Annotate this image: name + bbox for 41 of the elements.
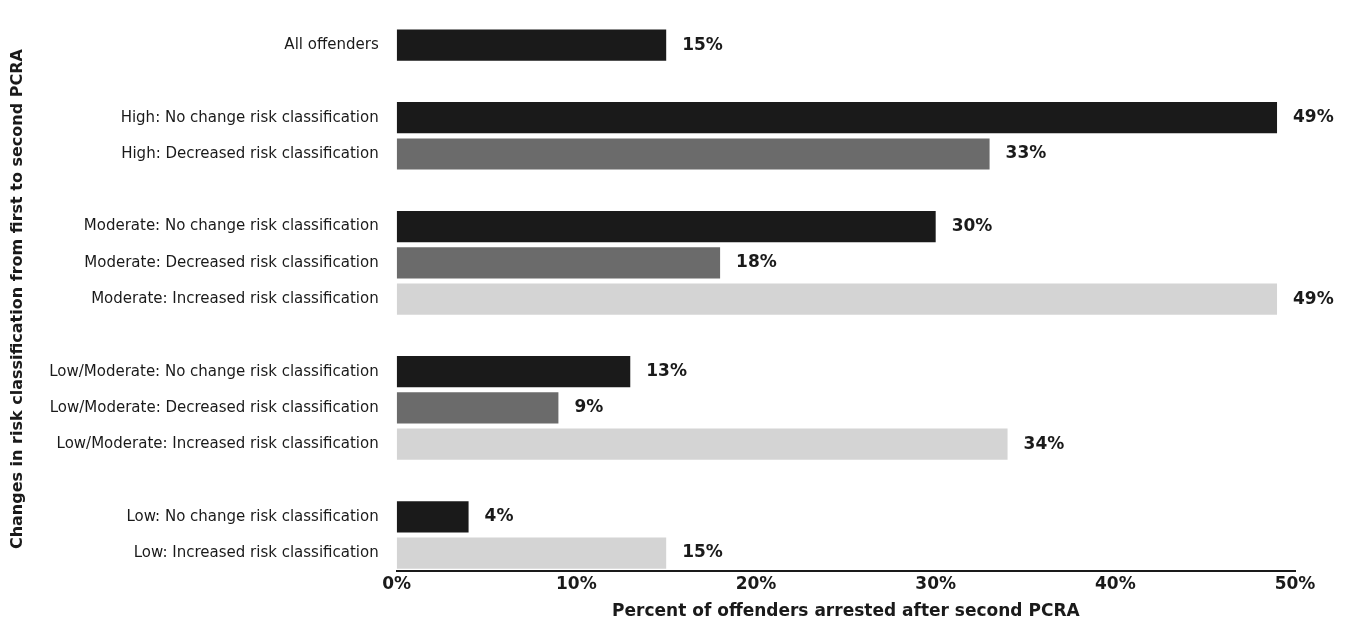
- data-label: 15%: [682, 33, 723, 54]
- bar: [396, 210, 936, 243]
- y-tick-label: Low/Moderate: No change risk classification: [49, 361, 379, 380]
- y-axis-title: Changes in risk classification from first to second PCRA: [6, 48, 26, 550]
- data-label: 15%: [682, 541, 723, 562]
- data-label: 9%: [574, 396, 604, 417]
- data-label: 18%: [736, 251, 777, 272]
- bar: [396, 247, 721, 279]
- y-tick-label: Moderate: Decreased risk classification: [84, 252, 379, 271]
- bar: [396, 537, 667, 569]
- bar: [396, 102, 1278, 134]
- y-tick-label: Low/Moderate: Increased risk classification: [56, 434, 379, 453]
- bar: [396, 29, 667, 61]
- x-tick-label: 30%: [915, 572, 957, 593]
- y-tick-label: Low: Increased risk classification: [133, 542, 379, 561]
- data-label: 33%: [1005, 142, 1047, 163]
- y-tick-label: High: No change risk classification: [120, 107, 379, 126]
- data-label: 30%: [951, 214, 993, 235]
- data-label: 34%: [1023, 432, 1065, 453]
- bar: [396, 392, 559, 424]
- x-tick-label: 20%: [735, 572, 777, 593]
- y-tick-label: Moderate: No change risk classification: [83, 216, 379, 235]
- data-label: 49%: [1293, 287, 1334, 308]
- data-label: 13%: [646, 360, 687, 381]
- data-label: 49%: [1293, 106, 1334, 127]
- bar: [396, 356, 631, 388]
- data-label: 4%: [484, 505, 514, 526]
- x-tick-label: 40%: [1094, 572, 1136, 593]
- x-axis-title: Percent of offenders arrested after second PCRA: [612, 600, 1081, 621]
- x-tick-label: 50%: [1274, 572, 1316, 593]
- y-tick-label: All offenders: [284, 35, 379, 54]
- x-tick-label: 10%: [556, 572, 597, 593]
- bar: [396, 283, 1278, 315]
- y-tick-label: Low: No change risk classification: [126, 506, 379, 525]
- y-tick-label: High: Decreased risk classification: [121, 143, 379, 162]
- bar: [396, 138, 990, 170]
- y-tick-label: Low/Moderate: Decreased risk classification: [49, 397, 379, 416]
- y-tick-label: Moderate: Increased risk classification: [91, 288, 379, 307]
- bar: [396, 501, 469, 533]
- bar: [396, 428, 1008, 460]
- x-tick-label: 0%: [382, 572, 412, 593]
